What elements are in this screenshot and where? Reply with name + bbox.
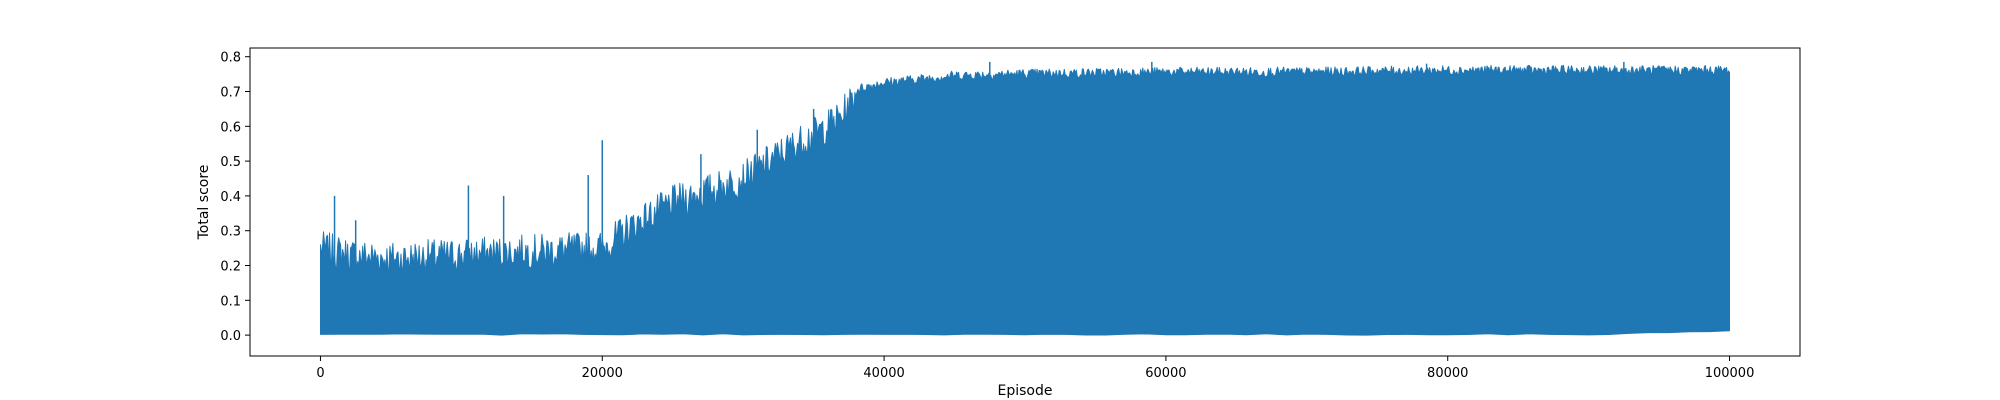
- x-tick-label: 60000: [1145, 366, 1186, 381]
- y-axis: 0.0 0.1 0.2 0.3 0.4 0.5 0.6 0.7 0.8: [220, 51, 250, 344]
- plot-frame: [249, 47, 1801, 357]
- y-tick-label: 0.1: [220, 294, 241, 309]
- x-tick-label: 100000: [1705, 366, 1755, 381]
- y-tick-label: 0.5: [220, 155, 241, 170]
- x-tick-label: 20000: [582, 366, 623, 381]
- y-tick-label: 0.7: [220, 86, 241, 101]
- data-layer: [320, 61, 1730, 336]
- y-tick-label: 0.2: [220, 260, 241, 275]
- x-tick-label: 80000: [1427, 366, 1468, 381]
- x-tick-label: 0: [316, 366, 324, 381]
- y-tick-label: 0.8: [220, 51, 241, 66]
- x-axis: 0 20000 40000 60000 80000 100000: [316, 356, 1754, 381]
- y-tick-label: 0.0: [220, 329, 241, 344]
- y-axis-label: Total score: [196, 165, 212, 241]
- y-tick-label: 0.4: [220, 190, 241, 205]
- y-tick-label: 0.3: [220, 225, 241, 240]
- score-line: [320, 64, 1730, 336]
- x-axis-label: Episode: [998, 383, 1053, 399]
- x-tick-label: 40000: [863, 366, 904, 381]
- y-tick-label: 0.6: [220, 120, 241, 135]
